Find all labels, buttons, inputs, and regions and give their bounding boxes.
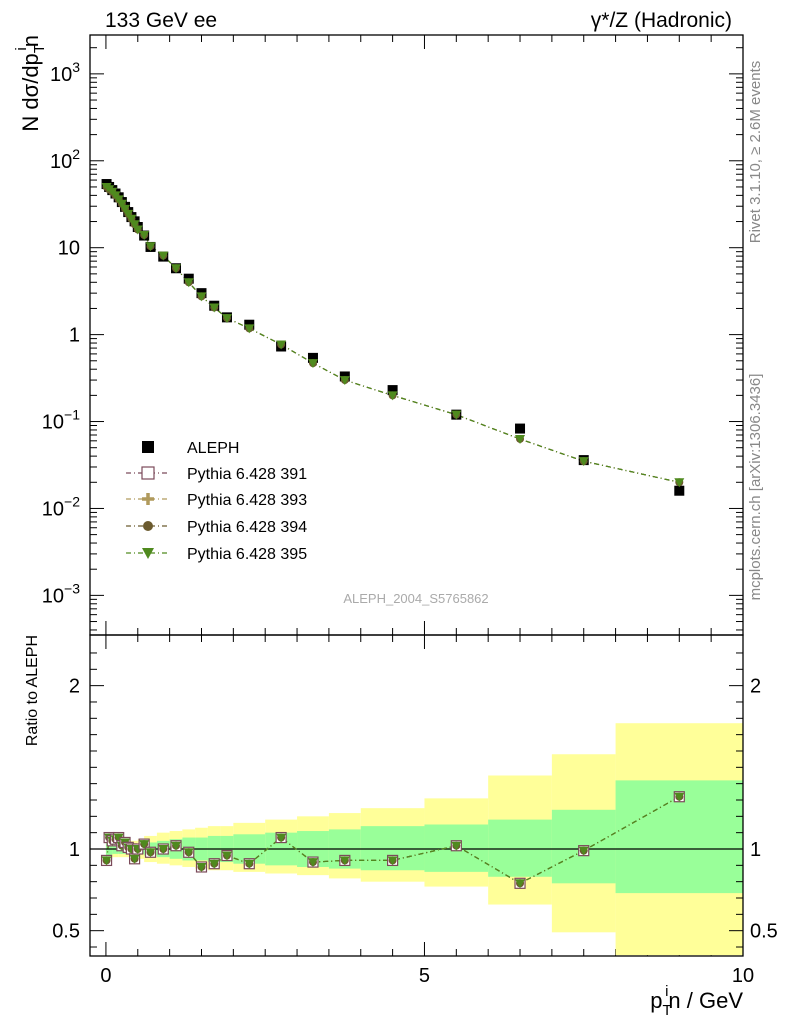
y-tick-label: 10−1 <box>42 407 80 434</box>
marker-395 <box>126 214 137 224</box>
ratio-marker-395 <box>339 856 350 866</box>
y-tick-label: 10−2 <box>42 493 80 520</box>
marker-395 <box>158 251 169 261</box>
marker-395 <box>674 478 685 488</box>
ratio-y-tick-label: 2 <box>69 676 80 698</box>
marker-395 <box>120 204 131 214</box>
side-text-top: Rivet 3.1.10, ≥ 2.6M events <box>747 61 764 244</box>
ratio-y-tick-label-right: 2 <box>750 676 761 698</box>
side-text-bottom: mcplots.cern.ch [arXiv:1306.3436] <box>747 374 764 601</box>
aleph-point <box>387 385 398 396</box>
ratio-marker-395 <box>209 859 220 869</box>
ratio-panel: 0 5 10 0.5 0.5 1 1 2 2 Ratio to ALEPH pTin / GeV <box>24 634 778 1019</box>
ratio-band-inner <box>488 819 552 877</box>
marker-395 <box>451 410 462 420</box>
aleph-point <box>674 485 685 496</box>
marker-395 <box>129 220 140 230</box>
marker-395 <box>387 391 398 401</box>
ratio-marker-395 <box>578 846 589 856</box>
ratio-marker-395 <box>158 845 169 854</box>
ratio-marker-395 <box>139 840 150 850</box>
legend-marker <box>142 548 154 559</box>
ratio-marker-395 <box>307 858 318 868</box>
x-tick-label: 5 <box>419 965 430 987</box>
legend-entry: Pythia 6.428 391 <box>126 466 307 483</box>
legend-marker <box>143 521 153 531</box>
ratio-marker-395 <box>515 879 526 889</box>
marker-395 <box>171 264 182 274</box>
header-left: 133 GeV ee <box>105 9 217 32</box>
legend-entry: Pythia 6.428 395 <box>126 546 307 563</box>
legend-marker-aleph <box>142 441 154 453</box>
ratio-marker-395 <box>145 848 156 858</box>
marker-395 <box>145 242 156 252</box>
x-axis-label: pTin / GeV <box>650 983 743 1019</box>
legend-marker <box>142 493 154 505</box>
marker-395 <box>276 340 287 350</box>
marker-395 <box>339 376 350 386</box>
legend-label: Pythia 6.428 394 <box>187 519 307 536</box>
marker-395 <box>307 359 318 369</box>
ratio-y-tick-label: 1 <box>69 839 80 861</box>
ratio-marker-395 <box>113 833 124 843</box>
legend-label: Pythia 6.428 391 <box>187 466 307 483</box>
ratio-y-tick-label: 0.5 <box>52 921 80 943</box>
x-tick-label: 10 <box>732 965 754 987</box>
ratio-y-tick-label-right: 1 <box>750 839 761 861</box>
marker-395 <box>123 209 134 219</box>
y-tick-label: 1 <box>69 325 80 347</box>
marker-395 <box>578 457 589 467</box>
curve-393 <box>106 186 680 483</box>
marker-395 <box>132 225 143 235</box>
marker-395 <box>196 292 207 302</box>
y-tick-label: 10 <box>58 238 80 260</box>
curve-395 <box>106 186 680 483</box>
marker-395 <box>139 231 150 240</box>
ratio-marker-395 <box>674 792 685 802</box>
ratio-marker-395 <box>129 854 140 864</box>
legend-entry: Pythia 6.428 394 <box>126 519 307 536</box>
watermark: ALEPH_2004_S5765862 <box>343 591 488 606</box>
header-right: γ*/Z (Hadronic) <box>591 9 732 32</box>
ratio-marker-395 <box>196 862 207 872</box>
aleph-point <box>307 352 318 363</box>
y-tick-label: 103 <box>50 59 80 86</box>
ratio-marker-395 <box>221 851 232 861</box>
ratio-marker-395 <box>451 841 462 851</box>
marker-395 <box>209 303 220 313</box>
curve-394 <box>106 186 680 483</box>
ratio-marker-395 <box>387 856 398 866</box>
ratio-marker-395 <box>171 841 182 851</box>
ratio-y-axis-label: Ratio to ALEPH <box>24 635 41 746</box>
legend-label: Pythia 6.428 393 <box>187 492 307 509</box>
marker-395 <box>515 434 526 444</box>
ratio-marker-395 <box>244 859 255 869</box>
y-tick-label: 10−3 <box>42 580 80 607</box>
marker-395 <box>221 314 232 324</box>
marker-395 <box>183 278 194 288</box>
ratio-marker-395 <box>183 848 194 858</box>
curve-391 <box>106 186 680 483</box>
legend-marker <box>141 466 155 480</box>
marker-395 <box>116 199 127 209</box>
legend-entry: Pythia 6.428 393 <box>126 492 307 509</box>
aleph-point <box>515 423 526 434</box>
marker-395 <box>244 324 255 334</box>
ratio-frame <box>89 634 744 957</box>
legend-label: ALEPH <box>187 440 239 457</box>
y-tick-label: 102 <box>50 146 80 173</box>
ratio-y-tick-label-right: 0.5 <box>750 921 778 943</box>
ratio-marker-395 <box>101 856 112 866</box>
legend-entry: ALEPH <box>142 440 239 457</box>
legend-label: Pythia 6.428 395 <box>187 546 307 563</box>
main-frame <box>89 34 744 636</box>
y-axis-label: N dσ/dpTin <box>13 35 48 132</box>
x-tick-label: 0 <box>100 965 111 987</box>
ratio-marker-395 <box>276 833 287 843</box>
